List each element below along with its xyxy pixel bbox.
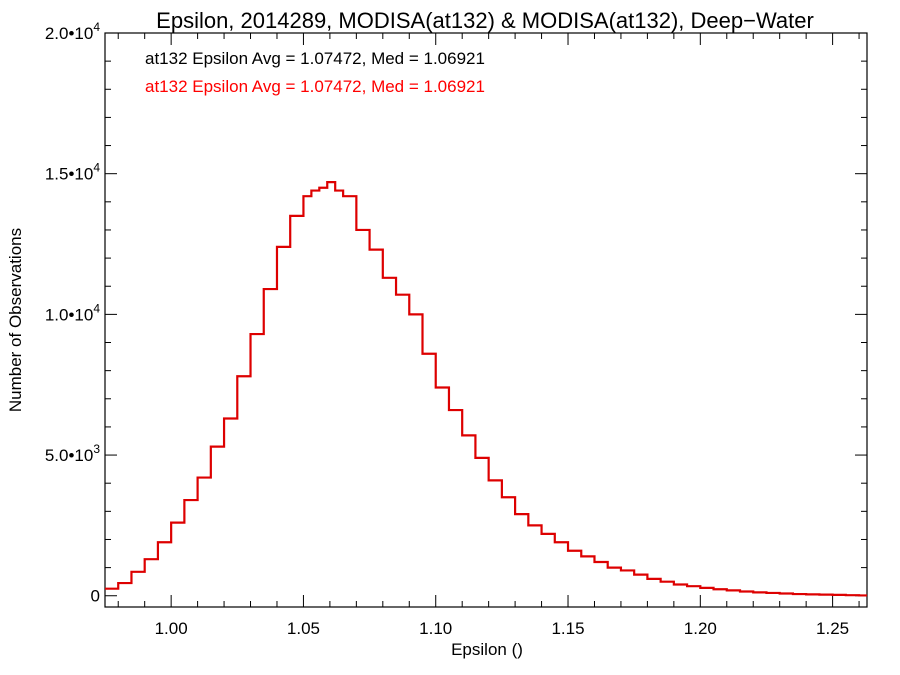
y-tick-label: 1.5•104 [45,161,101,184]
y-axis-label: Number of Observations [6,228,25,412]
x-tick-label: 1.05 [287,619,320,638]
y-tick-exponent: 4 [93,20,100,34]
x-tick-label: 1.00 [155,619,188,638]
annotation-red: at132 Epsilon Avg = 1.07472, Med = 1.069… [145,77,485,96]
y-tick-exponent: 3 [93,442,100,456]
chart-title: Epsilon, 2014289, MODISA(at132) & MODISA… [156,8,814,33]
y-tick-label: 0 [91,587,100,606]
y-tick-mantissa: 1.0•10 [45,305,94,324]
y-tick-label: 1.0•104 [45,301,101,324]
annotation-black: at132 Epsilon Avg = 1.07472, Med = 1.069… [145,49,485,68]
histogram-series [105,181,867,597]
y-tick-mantissa: 1.5•10 [45,165,94,184]
y-tick-mantissa: 2.0•10 [45,24,94,43]
x-tick-label: 1.20 [684,619,717,638]
y-tick-exponent: 4 [93,301,100,315]
y-tick-mantissa: 0 [91,587,100,606]
plot-frame [104,32,868,608]
y-tick-exponent: 4 [93,161,100,175]
x-tick-label: 1.10 [419,619,452,638]
x-tick-label: 1.25 [816,619,849,638]
y-tick-label: 5.0•103 [45,442,101,465]
x-tick-label: 1.15 [551,619,584,638]
y-tick-label: 2.0•104 [45,20,101,43]
x-axis-label: Epsilon () [451,640,523,659]
y-tick-mantissa: 5.0•10 [45,446,94,465]
